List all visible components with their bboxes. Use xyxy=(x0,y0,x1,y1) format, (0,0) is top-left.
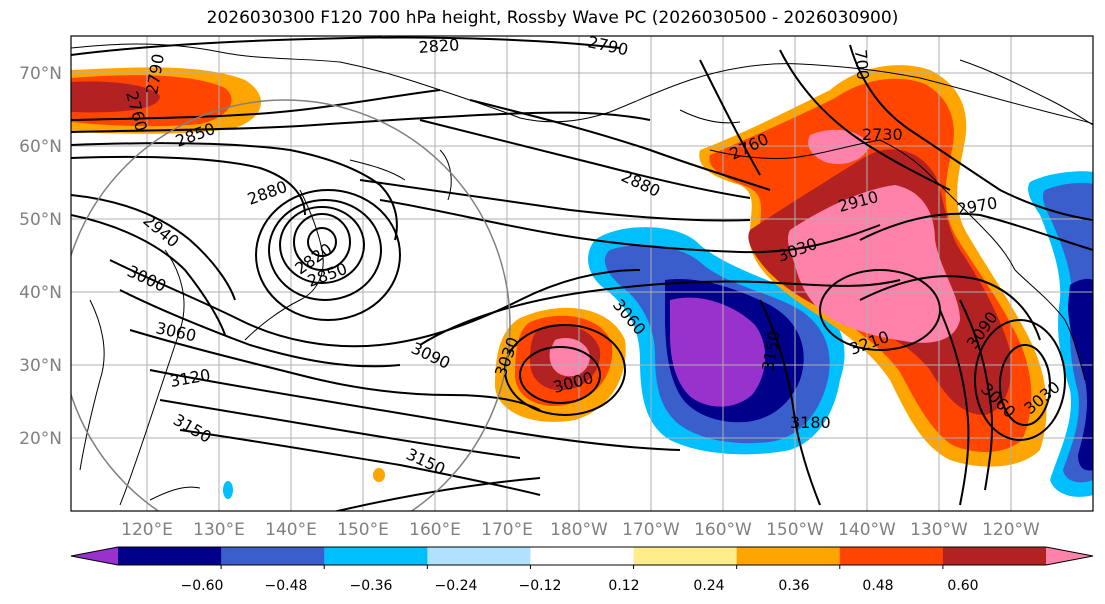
contour-label: 2730 xyxy=(862,125,903,144)
colorbar-tick-label: −0.24 xyxy=(435,578,478,594)
lon-label: 130°W xyxy=(910,520,968,540)
anomaly-blob-fe-navy xyxy=(1068,278,1093,471)
colorbar-tick-label: −0.60 xyxy=(181,578,224,594)
colorbar-segment xyxy=(221,547,325,565)
lon-label: 130°E xyxy=(193,520,245,540)
colorbar-tick-label: 0.48 xyxy=(862,578,893,594)
anomaly-blob-ep-pink xyxy=(787,185,960,343)
colorbar-segment xyxy=(942,547,1047,565)
colorbar-segment xyxy=(427,547,531,565)
colorbar-tick-label: 0.12 xyxy=(608,578,639,594)
colorbar-extend-low xyxy=(71,547,118,565)
contour-label: 3180 xyxy=(790,413,831,432)
anomaly-blob-fe-blue xyxy=(1042,182,1093,483)
contour-label: 2820 xyxy=(418,35,460,57)
lat-label: 40°N xyxy=(19,283,62,303)
colorbar-tick-label: 0.24 xyxy=(693,578,724,594)
colorbar-outline xyxy=(70,546,1094,566)
latitude-labels: 70°N 60°N 50°N 40°N 30°N 20°N xyxy=(19,64,62,449)
lon-label: 120°E xyxy=(121,520,173,540)
colorbar-segment xyxy=(736,547,841,565)
lat-label: 60°N xyxy=(19,137,62,157)
anomaly-blob-nw-darkred xyxy=(71,81,160,113)
anomaly-spot-orange xyxy=(373,468,385,482)
lon-label: 150°E xyxy=(337,520,389,540)
longitude-labels: 120°E 130°E 140°E 150°E 160°E 170°E 180°… xyxy=(121,520,1040,540)
colorbar-segment xyxy=(839,547,944,565)
anomaly-blob-ep-pink-n xyxy=(808,129,870,165)
colorbar-segment xyxy=(324,547,428,565)
anomaly-blob-neg-purple xyxy=(670,297,766,407)
lat-label: 20°N xyxy=(19,429,62,449)
contour-label: 700 xyxy=(851,49,873,81)
colorbar-tick-labels: −0.60 −0.48 −0.36 −0.24 −0.12 0.12 0.24 … xyxy=(181,578,979,594)
colorbar-segment xyxy=(633,547,738,565)
colorbar-segment xyxy=(118,547,222,565)
lon-label: 170°W xyxy=(622,520,680,540)
lon-label: 140°E xyxy=(265,520,317,540)
lon-label: 180°W xyxy=(550,520,608,540)
colorbar-tick-label: 0.60 xyxy=(947,578,978,594)
height-contours xyxy=(71,36,1093,511)
colorbar-segments xyxy=(70,546,1094,569)
anomaly-spot-cyan xyxy=(223,481,233,499)
lon-label: 160°E xyxy=(409,520,461,540)
map-title: 2026030300 F120 700 hPa height, Rossby W… xyxy=(206,8,899,28)
colorbar-tick-label: −0.12 xyxy=(519,578,562,594)
lon-label: 150°W xyxy=(766,520,824,540)
lon-label: 170°E xyxy=(481,520,533,540)
lon-label: 120°W xyxy=(982,520,1040,540)
lat-label: 30°N xyxy=(19,356,62,376)
lon-label: 140°W xyxy=(838,520,896,540)
lat-label: 50°N xyxy=(19,210,62,230)
reference-circle xyxy=(71,99,511,511)
lon-label: 160°W xyxy=(694,520,752,540)
colorbar-segment xyxy=(530,547,635,565)
colorbar-tick-label: 0.36 xyxy=(778,578,809,594)
colorbar-tick-label: −0.48 xyxy=(265,578,308,594)
map-frame xyxy=(70,35,1094,512)
colorbar-extend-high xyxy=(1046,547,1093,565)
lat-label: 70°N xyxy=(19,64,62,84)
colorbar-tick-label: −0.36 xyxy=(350,578,393,594)
